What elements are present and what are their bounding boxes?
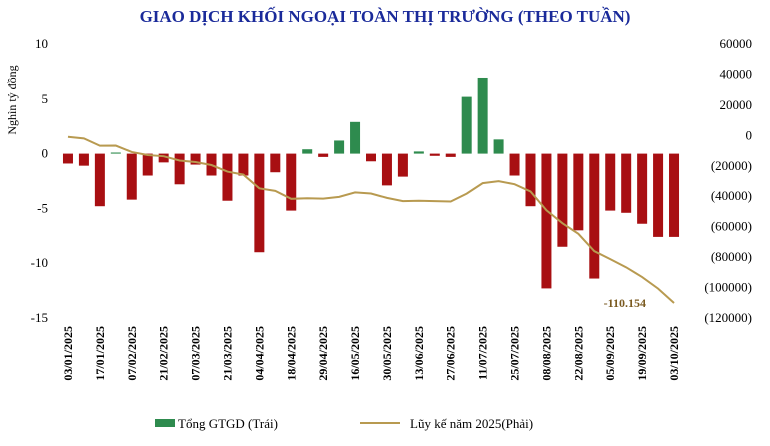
y2-tick-label: (20000) bbox=[711, 158, 752, 173]
bar bbox=[589, 153, 600, 279]
bar bbox=[350, 121, 361, 154]
y-tick-label: -15 bbox=[31, 310, 48, 325]
bar bbox=[286, 153, 297, 211]
bar bbox=[429, 153, 440, 156]
y2-tick-label: (40000) bbox=[711, 188, 752, 203]
x-tick-label: 21/03/2025 bbox=[220, 326, 234, 381]
y2-tick-label: (100000) bbox=[704, 280, 752, 295]
bar bbox=[637, 153, 648, 224]
x-tick-label: 30/05/2025 bbox=[380, 326, 394, 381]
bar bbox=[270, 153, 281, 173]
x-tick-label: 07/03/2025 bbox=[189, 326, 203, 381]
x-tick-label: 19/09/2025 bbox=[635, 326, 649, 381]
bar bbox=[493, 139, 504, 154]
x-tick-label: 22/08/2025 bbox=[571, 326, 585, 381]
y2-tick-label: 20000 bbox=[720, 97, 753, 112]
bar bbox=[445, 153, 456, 157]
x-tick-label: 08/08/2025 bbox=[539, 326, 553, 381]
bar bbox=[238, 153, 249, 176]
bar bbox=[110, 152, 121, 154]
bar bbox=[525, 153, 536, 207]
y-axis-label: Nghìn tỷ đồng bbox=[5, 65, 19, 134]
bar bbox=[477, 77, 488, 154]
x-tick-label: 05/09/2025 bbox=[603, 326, 617, 381]
bar bbox=[653, 153, 664, 237]
bar bbox=[397, 153, 408, 177]
bar bbox=[334, 140, 345, 154]
bar bbox=[413, 151, 424, 154]
bar bbox=[366, 153, 376, 162]
chart-title: GIAO DỊCH KHỐI NGOẠI TOÀN THỊ TRƯỜNG (TH… bbox=[140, 6, 631, 26]
bar bbox=[190, 153, 201, 165]
y-tick-label: -5 bbox=[37, 200, 48, 215]
y-tick-label: 5 bbox=[42, 91, 49, 106]
bar bbox=[605, 153, 616, 211]
x-tick-label: 11/07/2025 bbox=[476, 326, 490, 380]
y-tick-label: 0 bbox=[42, 146, 49, 161]
y-tick-label: 10 bbox=[35, 36, 48, 51]
x-tick-label: 04/04/2025 bbox=[252, 326, 266, 381]
y-tick-label: -10 bbox=[31, 255, 48, 270]
y2-tick-label: (60000) bbox=[711, 219, 752, 234]
bar bbox=[573, 153, 584, 231]
data-label: -110.154 bbox=[604, 296, 646, 310]
bar bbox=[557, 153, 568, 247]
y2-tick-label: 40000 bbox=[720, 66, 753, 81]
legend-label: Tổng GTGD (Trái) bbox=[178, 416, 278, 431]
x-tick-label: 17/01/2025 bbox=[93, 326, 107, 381]
bar bbox=[94, 153, 105, 207]
bar bbox=[62, 153, 73, 164]
y2-tick-label: (120000) bbox=[704, 310, 752, 325]
bar bbox=[621, 153, 632, 213]
bar bbox=[318, 153, 329, 157]
x-tick-label: 03/01/2025 bbox=[61, 326, 75, 381]
bar bbox=[222, 153, 233, 201]
bar bbox=[254, 153, 265, 253]
x-tick-label: 13/06/2025 bbox=[412, 326, 426, 381]
x-tick-label: 16/05/2025 bbox=[348, 326, 362, 381]
x-tick-label: 21/02/2025 bbox=[157, 326, 171, 381]
bar bbox=[142, 153, 153, 176]
x-tick-label: 18/04/2025 bbox=[284, 326, 298, 381]
x-tick-label: 27/06/2025 bbox=[444, 326, 458, 381]
bar bbox=[509, 153, 520, 176]
bar bbox=[126, 153, 137, 200]
x-tick-label: 03/10/2025 bbox=[667, 326, 681, 381]
y2-tick-label: (80000) bbox=[711, 249, 752, 264]
bar bbox=[302, 149, 313, 154]
bar bbox=[669, 153, 680, 237]
bar bbox=[541, 153, 552, 289]
x-tick-label: 29/04/2025 bbox=[316, 326, 330, 381]
bar bbox=[78, 153, 89, 166]
y2-tick-label: 0 bbox=[746, 127, 753, 142]
bar bbox=[461, 96, 472, 154]
bar bbox=[174, 153, 185, 185]
line bbox=[67, 135, 675, 304]
legend-label: Lũy kế năm 2025(Phải) bbox=[410, 416, 533, 431]
y2-tick-label: 60000 bbox=[720, 36, 753, 51]
x-tick-label: 25/07/2025 bbox=[508, 326, 522, 381]
x-tick-label: 07/02/2025 bbox=[125, 326, 139, 381]
legend-swatch bbox=[155, 419, 175, 427]
bar bbox=[158, 153, 169, 163]
bar bbox=[381, 153, 392, 186]
